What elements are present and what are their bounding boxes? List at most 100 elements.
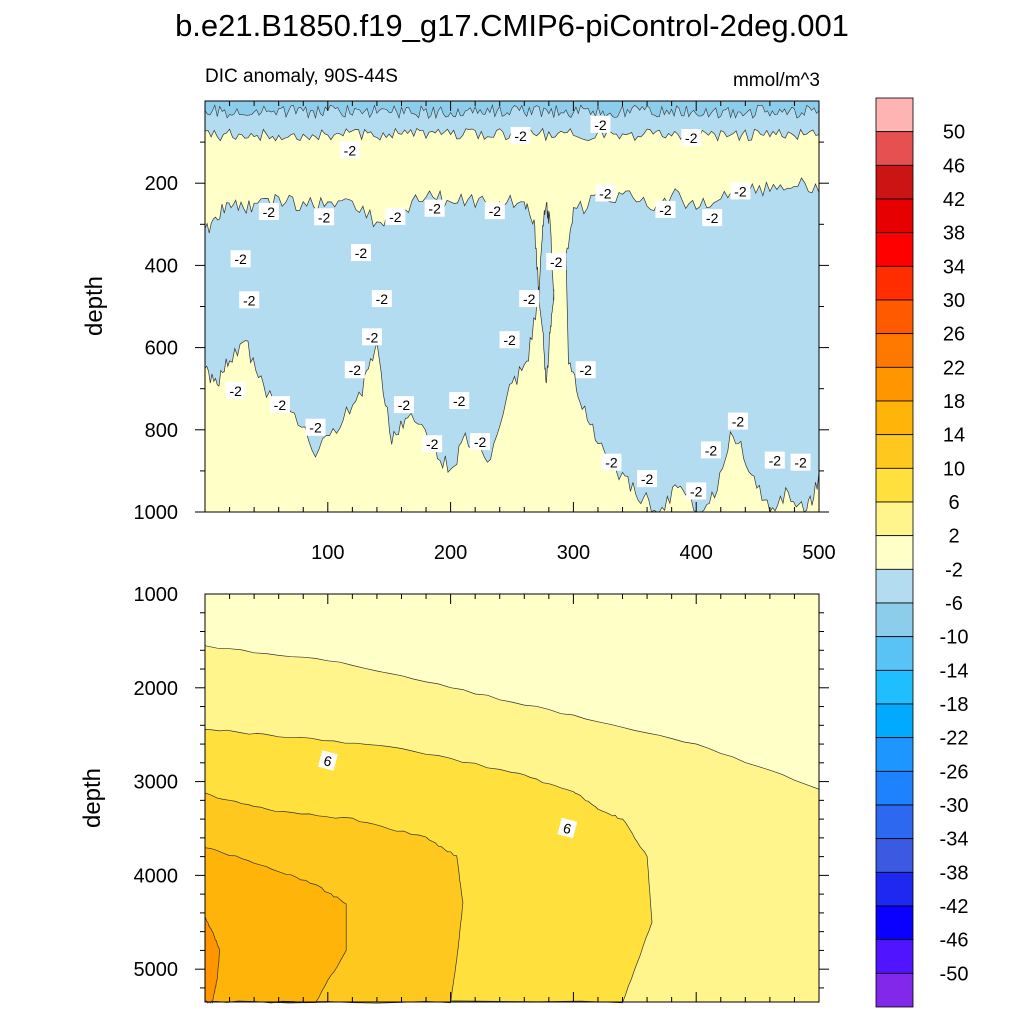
contour-label: -2 [599, 185, 612, 201]
lower-axis-ticks: 1000 2000 3000 4000 5000 [134, 584, 829, 1002]
contour-label: -2 [344, 142, 357, 158]
contour-label-box [686, 482, 707, 500]
contour-label: -2 [550, 254, 563, 270]
y-tick-label: 5000 [134, 959, 179, 981]
colorbar-label: 46 [943, 155, 965, 177]
colorbar-label: 26 [943, 324, 965, 346]
contour-label: -2 [389, 209, 402, 225]
contour-label-box [790, 453, 811, 471]
contour-label: -2 [355, 245, 368, 261]
contour-label: -2 [349, 362, 362, 378]
contour-label: -2 [398, 397, 411, 413]
contour-label-box [230, 250, 251, 268]
colorbar-swatch [875, 568, 914, 604]
colorbar-label: -2 [945, 559, 963, 581]
upper-y-axis-label: depth [81, 276, 108, 336]
colorbar-label: 34 [943, 256, 965, 278]
colorbar-swatch [875, 770, 914, 806]
upper-subtitle-left: DIC anomaly, 90S-44S [205, 66, 398, 87]
contour-label-box [385, 207, 406, 225]
colorbar-label: 22 [943, 357, 965, 379]
contour-label: -2 [503, 332, 516, 348]
colorbar-swatch [875, 602, 914, 638]
contour-label-box [510, 126, 531, 144]
colorbar-label: -38 [940, 862, 969, 884]
contour-label-box [546, 253, 567, 271]
colorbar-swatch [875, 131, 914, 166]
y-tick-label: 200 [145, 173, 178, 195]
lower-plot-frame [204, 593, 820, 1003]
y-tick-label: 1000 [134, 502, 179, 524]
colorbar-swatch [875, 265, 914, 301]
contour-label-box [314, 208, 335, 226]
colorbar-label: -26 [940, 761, 969, 783]
contour-label: -2 [690, 483, 703, 499]
colorbar-swatch [875, 737, 914, 772]
contour-label: -2 [794, 455, 807, 471]
contour-label-box [393, 396, 414, 414]
colorbar-label: -14 [940, 660, 969, 682]
colorbar-label: -22 [940, 728, 969, 750]
contour-label: 6 [561, 820, 573, 838]
colorbar-label: 2 [948, 526, 959, 548]
contour-label-box [344, 361, 365, 379]
contour-label-box [269, 396, 290, 414]
contour-label: -2 [428, 201, 441, 217]
y-tick-label: 400 [145, 255, 178, 277]
contour-label: -2 [514, 128, 527, 144]
contour-label-box [595, 184, 616, 202]
figure-title: b.e21.B1850.f19_g17.CMIP6-piControl-2deg… [175, 8, 849, 43]
contour-label: -2 [274, 397, 287, 413]
contour-label-box [318, 750, 338, 771]
colorbar-swatch [875, 905, 914, 941]
contour-label: -2 [734, 183, 747, 199]
colorbar-swatch [875, 333, 914, 368]
contour-label-box [764, 451, 785, 469]
colorbar-label: -6 [945, 593, 963, 615]
contour-label: -2 [769, 453, 782, 469]
upper-subtitle-right: mmol/m^3 [733, 70, 820, 91]
contour-label-box [655, 200, 676, 218]
contour-label-box [590, 115, 611, 133]
colorbar-label: 14 [943, 425, 965, 447]
contour-label-box [727, 412, 748, 430]
colorbar-swatch [875, 636, 914, 671]
contour-label-box [239, 291, 260, 309]
colorbar-label: -10 [940, 627, 969, 649]
y-tick-label: 4000 [134, 865, 179, 887]
colorbar-swatch [875, 939, 914, 974]
y-tick-label: 1000 [134, 584, 179, 606]
upper-contour-labels: -2 -2 -2 -2 -2 -2 -2 -2 -2 -2 -2 -2 -2 -2 -2 -2 -2 -2 -2 -2… [225, 115, 811, 500]
contour-label-box [339, 141, 360, 159]
colorbar-swatch [875, 97, 914, 133]
contour-label-box [484, 202, 505, 220]
contour-label: -2 [732, 414, 745, 430]
contour-label: -2 [706, 210, 719, 226]
colorbar-swatch [875, 366, 914, 402]
contour-label: -2 [453, 393, 466, 409]
colorbar-label: -46 [940, 930, 969, 952]
contour-label: -2 [605, 455, 618, 471]
contour-label: -2 [234, 251, 247, 267]
colorbar-swatch [875, 501, 914, 537]
x-tick-label: 400 [680, 542, 713, 564]
upper-subsurface-lobe [538, 202, 555, 384]
x-tick-label: 500 [802, 542, 835, 564]
x-tick-label: 300 [557, 542, 590, 564]
contour-label: -2 [318, 209, 331, 225]
upper-plot-area [204, 100, 820, 513]
contour-label-box [681, 128, 702, 146]
y-tick-label: 2000 [134, 678, 179, 700]
contour-label: -2 [426, 436, 439, 452]
contour-label: -2 [685, 130, 698, 146]
colorbar-label: -18 [940, 694, 969, 716]
contour-label-box [258, 202, 279, 220]
contour-label-box [470, 433, 491, 451]
contour-label-box [637, 470, 658, 488]
contour-label: -2 [523, 291, 536, 307]
colorbar-swatch [875, 164, 914, 200]
contour-label-box [449, 392, 470, 410]
upper-surface-patches [204, 100, 820, 120]
y-tick-label: 800 [145, 420, 178, 442]
